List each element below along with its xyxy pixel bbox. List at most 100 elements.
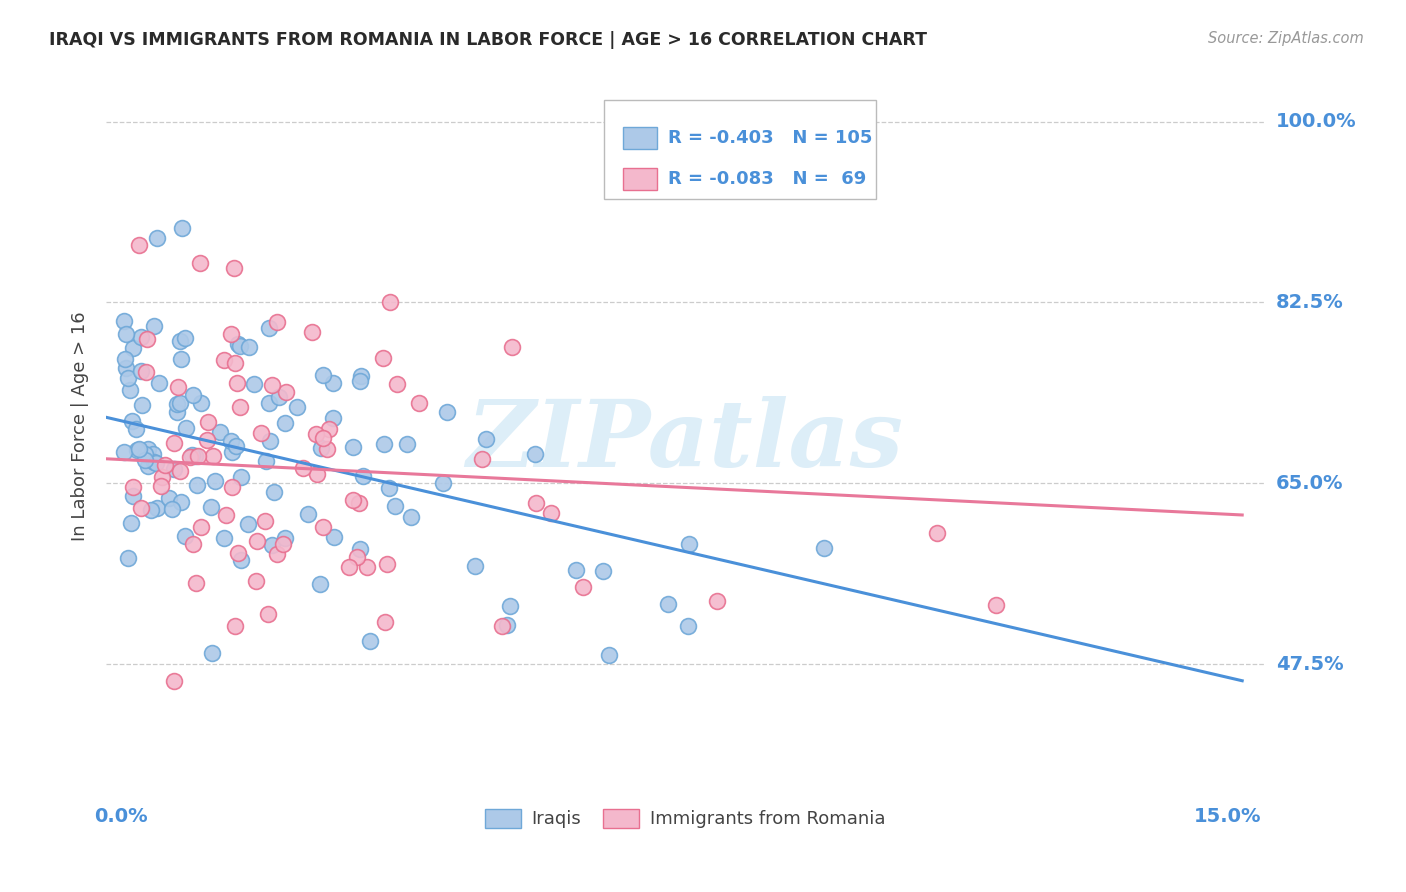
Point (142, 455, 165, 469)
Point (128, 238, 150, 252)
Point (163, 436, 186, 450)
Point (166, 397, 188, 411)
Point (262, 378, 284, 392)
Point (200, 500, 222, 514)
Point (190, 396, 212, 410)
Text: ZIPatlas: ZIPatlas (467, 396, 904, 486)
Point (238, 340, 260, 354)
Point (131, 364, 153, 378)
Point (322, 376, 344, 390)
Point (224, 619, 246, 633)
Text: Source: ZipAtlas.com: Source: ZipAtlas.com (1208, 31, 1364, 46)
Point (163, 674, 186, 689)
Text: 65.0%: 65.0% (1275, 474, 1343, 492)
Point (259, 434, 281, 448)
Point (246, 533, 269, 548)
Point (274, 416, 297, 430)
Point (195, 434, 218, 448)
Text: R = -0.083   N =  69: R = -0.083 N = 69 (668, 169, 866, 188)
Point (285, 400, 308, 414)
Point (396, 437, 419, 451)
Point (225, 439, 247, 453)
Point (262, 537, 284, 551)
Point (501, 340, 523, 354)
Point (378, 481, 401, 495)
Point (657, 597, 679, 611)
Point (170, 351, 193, 366)
Point (305, 426, 328, 441)
Point (181, 536, 204, 550)
Point (179, 450, 201, 464)
Point (257, 396, 280, 410)
FancyBboxPatch shape (623, 128, 658, 150)
Point (337, 560, 360, 574)
Point (475, 432, 498, 446)
Point (496, 617, 519, 632)
Point (149, 479, 172, 493)
Point (214, 531, 236, 545)
Point (540, 507, 562, 521)
Point (139, 503, 162, 517)
Point (190, 520, 212, 534)
Point (346, 550, 368, 565)
Point (308, 577, 330, 591)
Point (170, 495, 193, 509)
Point (524, 495, 547, 509)
Point (148, 376, 170, 390)
Point (122, 341, 145, 355)
Point (120, 383, 142, 397)
Point (253, 515, 276, 529)
Point (129, 500, 152, 515)
Point (236, 517, 259, 532)
Point (305, 467, 328, 481)
FancyBboxPatch shape (623, 168, 658, 190)
Text: R = -0.403   N = 105: R = -0.403 N = 105 (668, 129, 872, 147)
Point (166, 405, 188, 419)
Point (356, 559, 378, 574)
Point (134, 447, 156, 461)
Point (229, 553, 252, 567)
Point (150, 470, 173, 484)
Point (221, 327, 243, 342)
Point (399, 510, 422, 524)
Point (266, 315, 288, 329)
Point (243, 377, 266, 392)
Point (297, 507, 319, 521)
Point (188, 255, 211, 269)
Point (523, 447, 546, 461)
Point (136, 332, 159, 346)
Y-axis label: In Labor Force | Age > 16: In Labor Force | Age > 16 (72, 311, 89, 541)
Point (387, 376, 409, 391)
Point (375, 557, 398, 571)
Point (112, 314, 135, 328)
Point (257, 607, 280, 622)
Point (373, 437, 395, 451)
Point (342, 493, 364, 508)
Point (813, 541, 835, 555)
Point (274, 532, 297, 546)
FancyBboxPatch shape (605, 100, 876, 199)
Point (471, 452, 494, 467)
Point (134, 452, 156, 467)
Point (169, 464, 191, 478)
Point (117, 550, 139, 565)
Point (224, 356, 246, 370)
Point (464, 559, 486, 574)
Text: 100.0%: 100.0% (1275, 112, 1357, 131)
Point (342, 440, 364, 454)
Point (146, 500, 169, 515)
Point (245, 574, 267, 588)
Point (254, 454, 277, 468)
Point (163, 462, 186, 476)
Point (592, 565, 614, 579)
Point (202, 449, 225, 463)
Text: 82.5%: 82.5% (1275, 293, 1344, 312)
Point (925, 525, 948, 540)
Point (380, 294, 402, 309)
Point (169, 396, 191, 410)
Point (120, 516, 142, 530)
Point (204, 474, 226, 488)
Legend: Iraqis, Immigrants from Romania: Iraqis, Immigrants from Romania (478, 801, 893, 836)
Point (224, 261, 246, 276)
Point (432, 476, 454, 491)
